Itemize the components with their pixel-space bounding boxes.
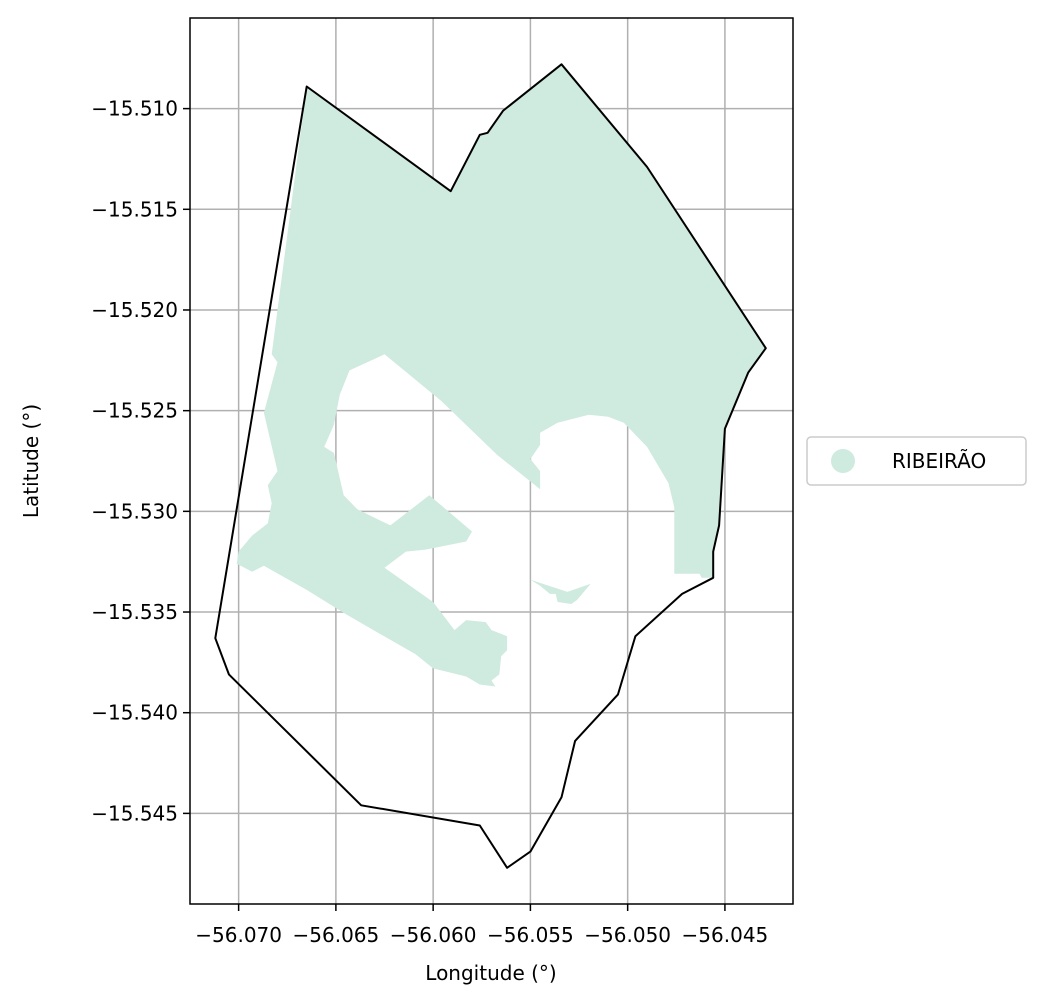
y-ticks: −15.510 −15.515 −15.520 −15.525 −15.530 −15.5… bbox=[91, 97, 190, 825]
y-tick-label: −15.510 bbox=[91, 97, 178, 121]
territory-polygon bbox=[236, 64, 766, 687]
y-axis-label: Latitude (°) bbox=[19, 404, 43, 518]
x-tick-label: −56.060 bbox=[390, 923, 477, 947]
x-tick-label: −56.045 bbox=[682, 923, 769, 947]
y-tick-label: −15.535 bbox=[91, 600, 178, 624]
territory-polygon bbox=[530, 579, 591, 604]
y-tick-label: −15.530 bbox=[91, 499, 178, 523]
legend: RIBEIRÃO bbox=[806, 436, 1027, 486]
x-ticks: −56.070 −56.065 −56.060 −56.055 −56.050 −56.0… bbox=[195, 904, 768, 947]
legend-label: RIBEIRÃO bbox=[892, 449, 986, 473]
y-tick-label: −15.515 bbox=[91, 197, 178, 221]
boundary-outline bbox=[214, 63, 767, 869]
territory-fill bbox=[236, 64, 766, 687]
x-tick-label: −56.050 bbox=[584, 923, 671, 947]
y-tick-label: −15.525 bbox=[91, 399, 178, 423]
plot-frame bbox=[189, 17, 794, 905]
legend-box bbox=[806, 436, 1027, 486]
boundary-polygon bbox=[214, 63, 767, 869]
y-tick-label: −15.545 bbox=[91, 801, 178, 825]
x-tick-label: −56.070 bbox=[195, 923, 282, 947]
x-tick-label: −56.065 bbox=[293, 923, 380, 947]
y-tick-label: −15.520 bbox=[91, 298, 178, 322]
x-axis-label: Longitude (°) bbox=[425, 961, 556, 985]
legend-marker bbox=[831, 449, 855, 473]
y-tick-label: −15.540 bbox=[91, 701, 178, 725]
x-tick-label: −56.055 bbox=[487, 923, 574, 947]
